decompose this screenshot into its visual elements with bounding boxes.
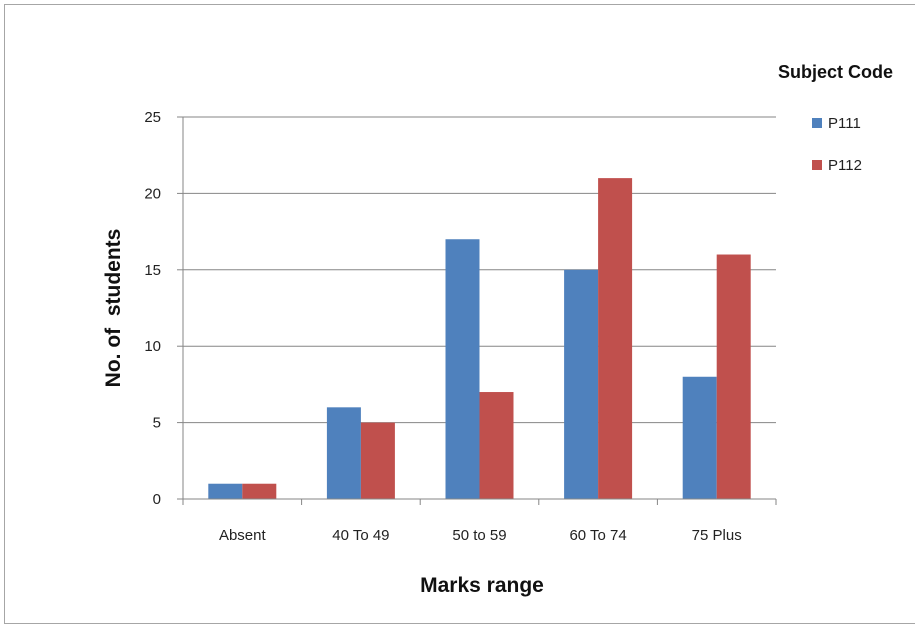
y-tick-label: 10 [144,338,161,355]
bar-p111 [564,269,599,499]
y-tick-label: 15 [144,262,161,279]
legend-swatch [812,118,822,128]
bar-p112 [598,178,633,499]
bar-p112 [716,254,751,499]
bar-p111 [445,239,480,500]
x-tick-label: 75 Plus [692,527,742,544]
x-tick-label: 60 To 74 [569,527,626,544]
y-tick-label: 25 [144,109,161,126]
y-tick-label: 5 [153,415,161,432]
y-tick-labels: 0 5 10 15 20 25 [144,109,161,508]
legend: Subject Code P111 P112 [778,62,893,174]
y-tick-label: 0 [153,491,161,508]
bar-p112 [360,422,395,499]
x-tick-labels: Absent 40 To 49 50 to 59 60 To 74 75 Plus [219,527,742,544]
x-tick-label: 50 to 59 [452,527,506,544]
bar-p111 [326,407,361,499]
bar-p112 [242,483,277,499]
x-axis-title: Marks range [420,574,544,597]
x-tick-label: 40 To 49 [332,527,389,544]
y-tick-label: 20 [144,185,161,202]
y-axis-title: No. of students [102,229,125,388]
legend-label: P111 [828,115,861,132]
bar-p111 [682,376,717,499]
axes [182,117,776,500]
bar-p112 [479,392,514,499]
bar-p111 [208,483,243,499]
legend-title: Subject Code [778,62,893,82]
legend-label: P112 [828,157,862,174]
bars [208,178,751,500]
legend-swatch [812,160,822,170]
x-tick-label: Absent [219,527,267,544]
